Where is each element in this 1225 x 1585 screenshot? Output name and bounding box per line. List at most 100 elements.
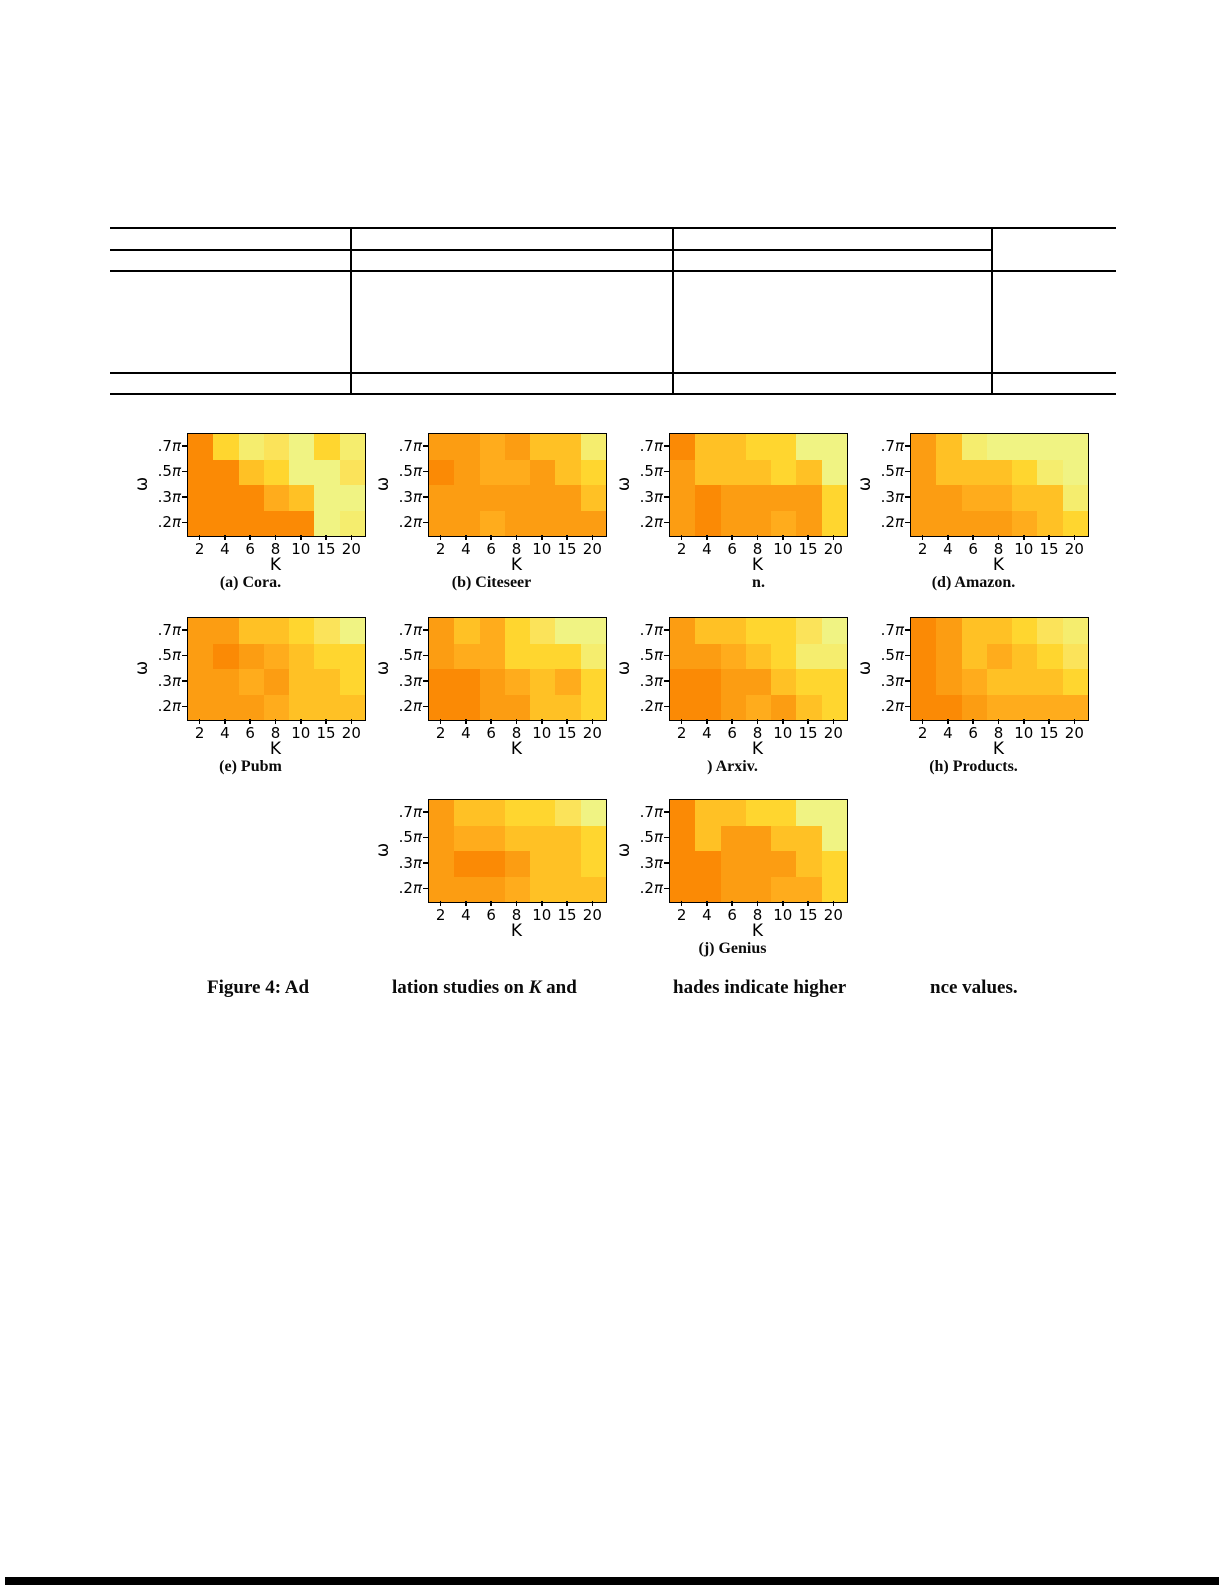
heatmap-cell <box>188 643 214 669</box>
y-tick-mark <box>664 654 669 656</box>
x-tick-mark <box>1073 719 1076 724</box>
heatmap-cell <box>1012 694 1038 720</box>
heatmap-cell <box>670 618 696 644</box>
heatmap-cell <box>1062 669 1088 695</box>
heatmap-cell <box>530 643 556 669</box>
heatmap-cell <box>339 510 365 536</box>
y-tick-label: .3π <box>398 853 422 872</box>
heatmap-cell <box>670 800 696 826</box>
heatmap-cell <box>720 876 746 902</box>
heatmap-cell <box>504 618 531 644</box>
x-tick-mark <box>591 535 594 540</box>
heatmap-cell <box>670 876 696 902</box>
heatmap-cell <box>821 694 847 720</box>
y-tick-mark <box>664 862 669 864</box>
x-tick-label: 15 <box>316 540 336 558</box>
heatmap-cell <box>504 485 531 511</box>
heatmap-cell <box>936 434 962 460</box>
table-rule-subheader <box>110 249 991 251</box>
x-tick-label: 8 <box>993 540 1004 558</box>
heatmap-cell <box>339 434 365 460</box>
heatmap-cell <box>213 510 239 536</box>
y-tick-mark <box>664 521 669 523</box>
heatmap-cell <box>1037 485 1063 511</box>
heatmap-cell <box>1037 459 1063 485</box>
subplot-caption: (j) Genius <box>698 940 767 957</box>
x-tick-mark <box>325 719 327 724</box>
heatmap-cell <box>479 800 505 826</box>
y-tick-mark <box>905 521 910 523</box>
heatmap-cell <box>429 800 455 826</box>
heatmap-cell <box>720 485 746 511</box>
subplot-b: ω .7π .5π .3π .2π 2 4 6 8 10 15 20 K (b) Citeseer <box>366 433 668 597</box>
heatmap-cell <box>745 485 772 511</box>
heatmap-cell <box>961 694 987 720</box>
x-tick-label: 4 <box>220 540 230 558</box>
heatmap-cell <box>821 669 847 695</box>
x-axis-label: K <box>992 739 1005 759</box>
x-tick-label: 4 <box>461 724 471 742</box>
x-tick-mark <box>832 901 835 906</box>
y-tick-label: .5π <box>398 462 422 481</box>
heatmap-cell <box>961 643 987 669</box>
heatmap-cell <box>911 618 937 644</box>
heatmap-cell <box>580 618 606 644</box>
heatmap-cell <box>720 618 746 644</box>
heatmap-cell <box>580 876 606 902</box>
x-tick-mark <box>782 719 784 724</box>
heatmap-cell <box>1012 485 1038 511</box>
x-tick-mark <box>325 535 327 540</box>
heatmap-cell <box>771 825 797 851</box>
y-tick-mark <box>905 654 910 656</box>
heatmap-cell <box>339 694 365 720</box>
subplot-j: ω .7π .5π .3π .2π 2 4 6 8 10 15 20 K (j) Genius <box>607 799 909 963</box>
y-tick-label: .3π <box>398 671 422 690</box>
heatmap-cell <box>479 694 505 720</box>
heatmap-cell <box>504 459 531 485</box>
y-tick-mark <box>905 629 910 631</box>
heatmap-cell <box>720 800 746 826</box>
y-tick-mark <box>664 705 669 707</box>
heatmap-cell <box>429 510 455 536</box>
heatmap-cell <box>238 485 264 511</box>
y-tick-label: .3π <box>880 487 904 506</box>
y-tick-label: .3π <box>157 487 181 506</box>
x-tick-label: 8 <box>752 724 763 742</box>
heatmap-b <box>428 433 607 537</box>
heatmap-cell <box>339 618 365 644</box>
heatmap-cell <box>695 800 721 826</box>
heatmap-cell <box>1037 694 1063 720</box>
heatmap-cell <box>821 643 847 669</box>
heatmap-cell <box>796 485 822 511</box>
heatmap-cell <box>911 694 937 720</box>
x-tick-label: 4 <box>461 906 471 924</box>
heatmap-cell <box>771 485 797 511</box>
heatmap-cell <box>504 643 531 669</box>
heatmap-cell <box>555 434 581 460</box>
y-tick-mark <box>905 445 910 447</box>
x-tick-mark <box>782 535 784 540</box>
heatmap-cell <box>289 618 315 644</box>
heatmap-cell <box>429 485 455 511</box>
heatmap-cell <box>771 800 797 826</box>
x-tick-label: 15 <box>798 724 818 742</box>
figure-caption-seg-2-pre: lation studies on <box>392 977 529 998</box>
heatmap-cell <box>213 485 239 511</box>
x-tick-mark <box>566 901 568 906</box>
x-tick-label: 4 <box>220 724 230 742</box>
heatmap-f <box>428 617 607 721</box>
heatmap-cell <box>986 434 1013 460</box>
y-tick-mark <box>182 445 187 447</box>
y-tick-mark <box>905 705 910 707</box>
figure-caption-seg-2: lation studies on K and <box>392 977 577 999</box>
x-tick-label: 20 <box>582 724 602 742</box>
y-tick-label: .2π <box>880 697 904 716</box>
x-tick-label: 2 <box>676 724 687 742</box>
heatmap-cell <box>911 643 937 669</box>
heatmap-cell <box>213 459 239 485</box>
heatmap-cell <box>695 851 721 877</box>
heatmap-cell <box>213 618 239 644</box>
x-tick-label: 10 <box>532 724 552 742</box>
heatmap-cell <box>936 618 962 644</box>
heatmap-c <box>669 433 848 537</box>
